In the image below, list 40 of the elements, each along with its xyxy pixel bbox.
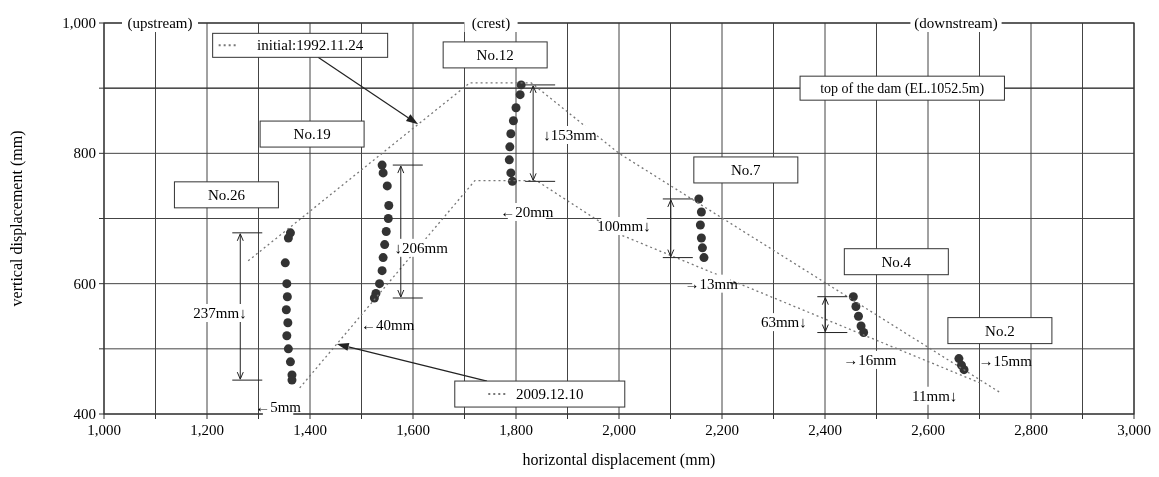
annotation: ↓153mm — [543, 127, 597, 143]
y-tick-label: 600 — [73, 275, 96, 292]
ref-line-label: top of the dam (EL.1052.5m) — [820, 81, 985, 98]
text: No.26 — [207, 186, 246, 203]
annotation: →13mm — [684, 275, 739, 292]
annotation: →15mm — [978, 352, 1033, 369]
annotation: 100mm↓ — [597, 218, 651, 234]
annotation: 63mm↓ — [760, 314, 807, 331]
annotation: →16mm — [843, 351, 897, 368]
x-tick-label: 1,000 — [87, 422, 121, 438]
legend-label: 2009.12.10 — [516, 386, 584, 403]
x-tick-label: 2,800 — [1014, 422, 1048, 438]
annotation: (crest) — [471, 15, 511, 32]
x-tick-label: 2,200 — [705, 422, 739, 438]
annotation: (downstream) — [914, 15, 998, 32]
x-tick-label: 1,400 — [293, 422, 327, 438]
x-tick-label: 3,000 — [1117, 422, 1151, 438]
x-tick-label: 1,800 — [499, 422, 533, 438]
x-tick-label: 2,000 — [602, 422, 636, 438]
annotation: (upstream) — [127, 15, 193, 32]
annotation: 237mm↓ — [193, 305, 247, 321]
y-axis-title: vertical displacement (mm) — [8, 130, 26, 307]
series-label: No.12 — [476, 46, 514, 63]
x-tick-label: 1,600 — [396, 422, 430, 438]
text: No.7 — [731, 161, 762, 178]
x-tick-label: 2,600 — [911, 422, 945, 438]
x-tick-label: 2,400 — [808, 422, 842, 438]
y-tick-label: 800 — [73, 145, 96, 162]
series-label: No.2 — [985, 322, 1015, 339]
text: No.19 — [293, 126, 331, 143]
y-tick-label: 1,000 — [62, 15, 96, 31]
text: No.4 — [881, 253, 912, 270]
legend-label: initial:1992.11.24 — [257, 37, 364, 54]
annotation: ←20mm — [500, 203, 554, 220]
annotation: ←40mm — [361, 316, 415, 333]
x-axis-title: horizontal displacement (mm) — [522, 451, 716, 469]
annotation: ↓206mm — [394, 239, 449, 256]
annotation: 11mm↓ — [912, 387, 958, 404]
y-tick-label: 400 — [73, 406, 96, 422]
x-tick-label: 1,200 — [190, 422, 224, 438]
